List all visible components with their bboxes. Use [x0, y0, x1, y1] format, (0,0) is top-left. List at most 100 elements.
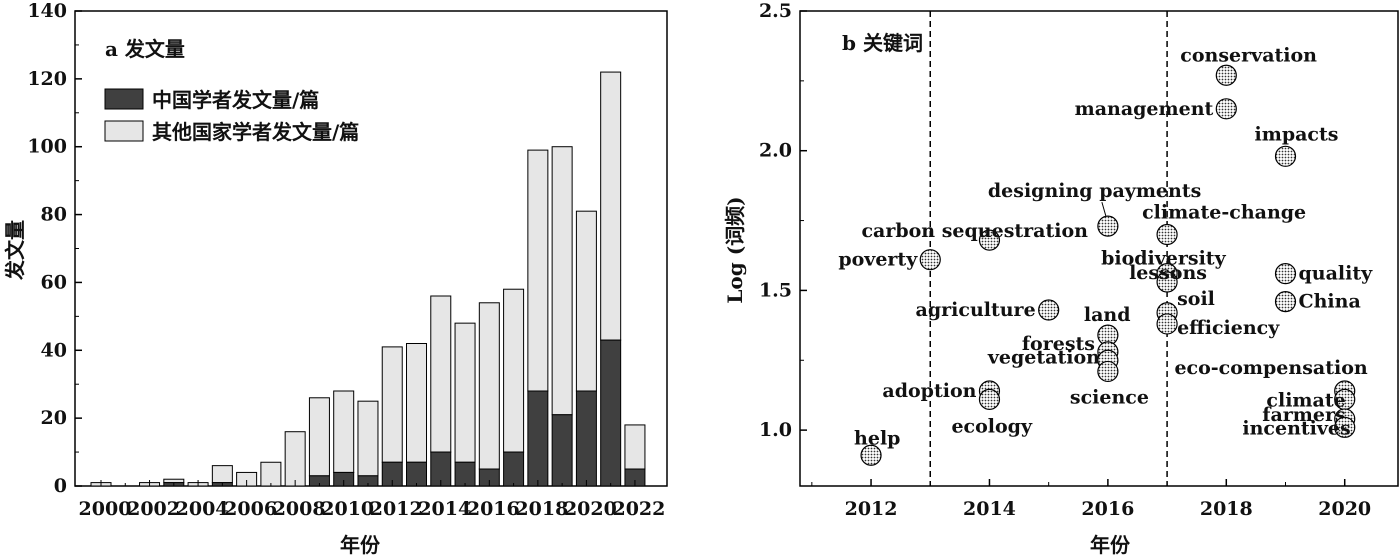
legend-label-other: 其他国家学者发文量/篇 — [152, 120, 359, 144]
bar-china-2017 — [503, 451, 525, 487]
bar-other-2015 — [454, 322, 476, 463]
ytick-label: 2.0 — [759, 140, 792, 162]
bar-other-2009 — [308, 397, 330, 477]
keyword-marker-vegetation — [1097, 349, 1119, 371]
keyword-label-lessons: lessons — [1129, 262, 1207, 284]
keyword-marker-conservation — [1215, 64, 1237, 86]
keyword-marker-ecology — [978, 388, 1001, 410]
xtick-label: 2014 — [418, 498, 471, 520]
legend-label-china: 中国学者发文量/篇 — [152, 88, 319, 112]
xtick-label: 2016 — [1081, 498, 1134, 520]
ytick-label: 140 — [27, 0, 67, 22]
bar-china-2019 — [551, 414, 573, 487]
chart-a-ylabel: 发文量 — [3, 220, 27, 281]
keyword-label-adoption: adoption — [882, 380, 976, 402]
keyword-label-climate: climate — [1266, 389, 1345, 411]
ytick-label: 2.5 — [759, 0, 792, 22]
keyword-marker-help — [860, 444, 882, 466]
xtick-label: 2008 — [273, 498, 326, 520]
ytick-label: 0 — [54, 475, 67, 497]
ytick-label: 1.0 — [759, 419, 792, 441]
keyword-label-climate-change: climate-change — [1142, 202, 1306, 224]
keyword-label-soil: soil — [1177, 288, 1215, 310]
keyword-marker-farmers — [1334, 408, 1356, 430]
bar-other-2021 — [600, 71, 622, 341]
xtick-label: 2020 — [1318, 498, 1371, 520]
keyword-label-forests: forests — [1022, 333, 1095, 355]
xtick-label: 2016 — [467, 498, 520, 520]
leader-line-designing-payments — [1101, 202, 1107, 217]
bar-other-2011 — [357, 400, 379, 477]
bar-other-2020 — [575, 210, 597, 392]
keyword-label-science: science — [1070, 386, 1149, 408]
keyword-marker-china — [1274, 290, 1297, 313]
bar-other-2003 — [163, 478, 185, 484]
bar-china-2020 — [575, 390, 597, 487]
keyword-marker-climate-change — [1156, 223, 1178, 246]
keyword-marker-carbon-sequestration — [978, 229, 1001, 251]
legend-swatch-china — [104, 88, 144, 110]
keyword-label-eco-compensation: eco-compensation — [1174, 357, 1367, 379]
ytick-label: 20 — [41, 407, 67, 429]
xtick-label: 2020 — [564, 498, 617, 520]
xtick-label: 2014 — [963, 498, 1016, 520]
chart-a-xlabel: 年份 — [340, 533, 381, 557]
keyword-label-vegetation: vegetation — [987, 346, 1100, 368]
keyword-marker-efficiency — [1156, 313, 1178, 335]
keyword-label-incentives: incentives — [1242, 417, 1350, 439]
chart-b-ylabel: Log (词频) — [723, 196, 747, 303]
xtick-label: 2018 — [1200, 498, 1253, 520]
bar-china-2015 — [454, 461, 476, 487]
keyword-label-carbon-sequestration: carbon sequestration — [861, 220, 1088, 242]
bar-other-2010 — [333, 390, 355, 473]
keyword-label-management: management — [1075, 98, 1214, 120]
keyword-label-conservation: conservation — [1180, 44, 1317, 66]
keyword-marker-biodiversity — [1156, 263, 1178, 285]
keyword-marker-soil — [1156, 302, 1178, 324]
keyword-marker-climate — [1334, 388, 1356, 410]
bar-china-2021 — [600, 339, 622, 487]
keyword-marker-science — [1097, 360, 1119, 383]
keyword-label-ecology: ecology — [951, 415, 1033, 437]
keyword-label-biodiversity: biodiversity — [1101, 248, 1227, 270]
keyword-label-agriculture: agriculture — [916, 299, 1036, 321]
xtick-label: 2012 — [370, 498, 423, 520]
ytick-label: 1.5 — [759, 279, 792, 301]
keyword-marker-agriculture — [1038, 299, 1060, 321]
keyword-marker-designing-payments — [1097, 215, 1119, 237]
bar-other-2016 — [478, 302, 500, 470]
legend-swatch-other — [104, 120, 144, 142]
ytick-label: 40 — [41, 339, 67, 361]
keyword-label-poverty: poverty — [838, 249, 918, 271]
bar-other-2012 — [381, 346, 403, 463]
keyword-label-impacts: impacts — [1255, 123, 1339, 145]
xtick-label: 2018 — [515, 498, 568, 520]
keyword-marker-poverty — [919, 249, 941, 271]
ytick-label: 60 — [41, 271, 67, 293]
keyword-label-efficiency: efficiency — [1177, 317, 1280, 339]
xtick-label: 2006 — [224, 498, 277, 520]
chart-b-title: b 关键词 — [842, 31, 923, 55]
bar-other-2014 — [430, 295, 452, 453]
keyword-marker-adoption — [978, 380, 1001, 402]
chart-b-plot-frame — [799, 10, 1399, 487]
keyword-label-quality: quality — [1299, 263, 1374, 285]
bar-other-2018 — [527, 149, 549, 392]
keyword-marker-impacts — [1274, 145, 1297, 167]
ytick-label: 80 — [41, 204, 67, 226]
xtick-label: 2004 — [176, 498, 229, 520]
xtick-label: 2000 — [79, 498, 132, 520]
keyword-label-china: China — [1299, 291, 1361, 313]
keyword-label-help: help — [854, 427, 900, 449]
ytick-label: 120 — [27, 68, 67, 90]
bar-china-2018 — [527, 390, 549, 487]
keyword-marker-eco-compensation — [1334, 380, 1356, 402]
bar-other-2019 — [551, 146, 573, 416]
keyword-marker-management — [1215, 98, 1237, 120]
keyword-label-designing-payments: designing payments — [988, 180, 1201, 202]
bar-other-2022 — [624, 424, 646, 470]
xtick-label: 2022 — [612, 498, 665, 520]
chart-a-title: a 发文量 — [105, 37, 185, 61]
bar-other-2005 — [211, 465, 233, 484]
